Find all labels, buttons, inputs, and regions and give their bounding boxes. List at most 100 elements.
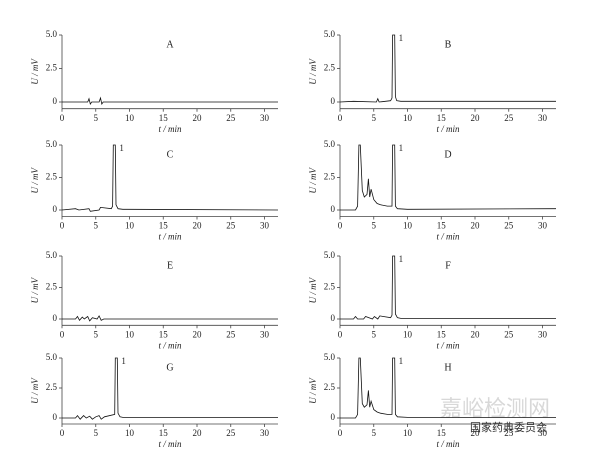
panel-title: C [167,149,174,160]
y-tick-label: 2.5 [324,172,336,182]
x-tick-label: 10 [403,113,413,123]
x-tick-label: 20 [471,113,481,123]
x-tick-label: 25 [226,113,236,123]
x-tick-label: 10 [125,113,135,123]
x-tick-label: 15 [437,428,447,438]
x-tick-label: 25 [226,221,236,231]
x-tick-label: 5 [372,113,377,123]
x-tick-label: 25 [226,428,236,438]
panel-title: D [444,149,451,160]
y-tick-label: 0 [331,96,336,106]
y-tick-label: 2.5 [46,63,58,73]
trace [340,255,556,320]
y-axis-label: U / mV [308,377,318,404]
y-tick-label: 0 [53,412,58,422]
y-tick-label: 0 [331,204,336,214]
x-tick-label: 25 [504,221,514,231]
x-tick-label: 0 [60,428,65,438]
x-tick-label: 15 [159,329,169,339]
x-tick-label: 0 [60,113,65,123]
x-tick-label: 10 [403,428,413,438]
peak-label: 1 [119,143,124,153]
y-tick-label: 2.5 [46,382,58,392]
y-tick-label: 5.0 [324,250,336,260]
x-tick-label: 15 [437,329,447,339]
x-tick-label: 30 [538,428,548,438]
x-tick-label: 15 [159,113,169,123]
panel-title: B [445,39,452,50]
y-tick-label: 2.5 [46,172,58,182]
peak-label: 1 [399,143,404,153]
x-tick-label: 10 [125,329,135,339]
x-tick-label: 25 [226,329,236,339]
x-tick-label: 0 [338,428,343,438]
x-tick-label: 30 [538,113,548,123]
peak-label: 1 [399,356,404,366]
x-tick-label: 0 [338,221,343,231]
x-tick-label: 20 [193,329,203,339]
x-tick-label: 30 [260,329,270,339]
y-axis-label: U / mV [30,377,40,404]
panel-title: F [445,260,451,271]
x-tick-label: 5 [94,221,99,231]
x-tick-label: 30 [260,428,270,438]
y-axis-label: U / mV [30,276,40,303]
x-tick-label: 30 [538,329,548,339]
trace [62,315,278,322]
y-tick-label: 0 [331,412,336,422]
y-tick-label: 5.0 [46,250,58,260]
x-tick-label: 20 [471,329,481,339]
x-axis-label: t / min [158,340,182,350]
panel-title: H [444,362,451,373]
y-tick-label: 5.0 [324,29,336,39]
peak-label: 1 [399,33,404,43]
panel-title: E [167,260,173,271]
y-tick-label: 2.5 [324,63,336,73]
y-axis-label: U / mV [308,58,318,85]
x-axis-label: t / min [158,232,182,242]
x-axis-label: t / min [436,340,460,350]
y-tick-label: 5.0 [46,139,58,149]
x-tick-label: 10 [403,329,413,339]
y-tick-label: 0 [53,96,58,106]
x-tick-label: 20 [471,221,481,231]
x-tick-label: 10 [403,221,413,231]
y-axis-label: U / mV [308,167,318,194]
trace [62,96,278,105]
x-tick-label: 20 [471,428,481,438]
trace [61,144,279,212]
x-tick-label: 10 [125,428,135,438]
x-tick-label: 30 [260,113,270,123]
trace [340,357,556,419]
trace [339,34,556,103]
x-tick-label: 30 [538,221,548,231]
y-tick-label: 2.5 [46,282,58,292]
x-tick-label: 20 [193,428,203,438]
y-tick-label: 2.5 [324,282,336,292]
x-axis-label: t / min [158,439,182,449]
y-tick-label: 5.0 [324,139,336,149]
x-tick-label: 25 [504,428,514,438]
x-tick-label: 25 [504,113,514,123]
panel-title: A [166,39,174,50]
x-axis-label: t / min [158,124,182,134]
y-tick-label: 2.5 [324,382,336,392]
x-tick-label: 0 [338,329,343,339]
x-tick-label: 5 [94,329,99,339]
x-tick-label: 15 [437,113,447,123]
x-tick-label: 10 [125,221,135,231]
x-tick-label: 30 [260,221,270,231]
x-tick-label: 20 [193,113,203,123]
watermark-site: 嘉峪检测网 [440,397,550,422]
y-axis-label: U / mV [30,58,40,85]
x-tick-label: 15 [437,221,447,231]
trace [62,357,278,420]
x-tick-label: 20 [193,221,203,231]
x-tick-label: 15 [159,221,169,231]
y-axis-label: U / mV [30,167,40,194]
y-tick-label: 5.0 [46,29,58,39]
x-tick-label: 0 [60,329,65,339]
peak-label: 1 [121,356,126,366]
x-tick-label: 5 [94,428,99,438]
